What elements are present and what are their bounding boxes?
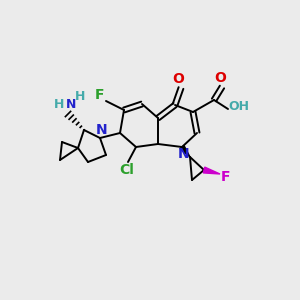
Text: O: O	[172, 72, 184, 86]
Text: F: F	[220, 170, 230, 184]
Polygon shape	[180, 146, 190, 157]
Text: F: F	[95, 88, 105, 102]
Text: H: H	[75, 89, 85, 103]
Text: H: H	[54, 98, 64, 112]
Text: N: N	[178, 147, 190, 161]
Text: N: N	[66, 98, 76, 112]
Text: OH: OH	[229, 100, 250, 113]
Text: Cl: Cl	[120, 163, 134, 177]
Text: O: O	[214, 71, 226, 85]
Text: N: N	[96, 123, 108, 137]
Polygon shape	[203, 167, 220, 174]
